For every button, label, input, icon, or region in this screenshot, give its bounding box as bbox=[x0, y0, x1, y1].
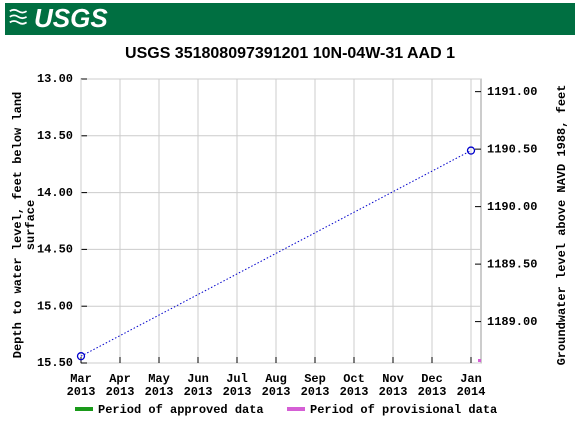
legend-label: Period of provisional data bbox=[310, 403, 497, 417]
x-tick-label: Jun bbox=[187, 372, 209, 386]
y-tick-label: 14.00 bbox=[37, 186, 73, 200]
y2-tick-label: 1190.50 bbox=[487, 142, 537, 156]
x-tick-label: 2014 bbox=[457, 385, 486, 399]
legend-label: Period of approved data bbox=[98, 403, 264, 417]
x-tick-label: 2013 bbox=[145, 385, 174, 399]
x-tick-label: Oct bbox=[343, 372, 365, 386]
x-tick-label: Jul bbox=[226, 372, 248, 386]
x-tick-label: Mar bbox=[70, 372, 92, 386]
x-tick-label: 2013 bbox=[379, 385, 408, 399]
x-tick-label: 2013 bbox=[223, 385, 252, 399]
x-tick-label: Sep bbox=[304, 372, 326, 386]
x-tick-label: Apr bbox=[109, 372, 131, 386]
header-bar bbox=[5, 3, 575, 35]
data-point bbox=[466, 146, 476, 155]
y-tick-label: 13.00 bbox=[37, 72, 73, 86]
data-point bbox=[76, 352, 86, 361]
y2-tick-label: 1189.50 bbox=[487, 257, 537, 271]
x-tick-label: 2013 bbox=[184, 385, 213, 399]
y-axis-label: Depth to water level, feet below land bbox=[11, 92, 25, 358]
x-tick-label: 2013 bbox=[301, 385, 330, 399]
logo-waves bbox=[9, 8, 28, 25]
y2-axis-label: Groundwater level above NAVD 1988, feet bbox=[555, 85, 569, 366]
chart-title: USGS 351808097391201 10N-04W-31 AAD 1 bbox=[125, 45, 455, 62]
y-tick-label: 13.50 bbox=[37, 129, 73, 143]
plot-frame bbox=[80, 78, 482, 364]
x-tick-label: Aug bbox=[265, 372, 287, 386]
x-tick-label: 2013 bbox=[340, 385, 369, 399]
x-tick-label: 2013 bbox=[418, 385, 447, 399]
y-axis-label: surface bbox=[24, 200, 38, 250]
provisional-indicator bbox=[478, 359, 481, 362]
y2-tick-label: 1191.00 bbox=[487, 85, 537, 99]
y2-tick-label: 1189.00 bbox=[487, 315, 537, 329]
logo: USGS bbox=[34, 3, 108, 33]
x-tick-label: 2013 bbox=[106, 385, 135, 399]
y2-tick-label: 1190.00 bbox=[487, 200, 537, 214]
x-tick-label: 2013 bbox=[262, 385, 291, 399]
x-tick-label: Jan bbox=[460, 372, 482, 386]
y-tick-label: 14.50 bbox=[37, 243, 73, 257]
x-tick-label: Dec bbox=[421, 372, 443, 386]
x-tick-label: May bbox=[148, 372, 170, 386]
y-tick-label: 15.50 bbox=[37, 356, 73, 370]
x-tick-label: 2013 bbox=[67, 385, 96, 399]
y-tick-label: 15.00 bbox=[37, 299, 73, 313]
x-tick-label: Nov bbox=[382, 372, 404, 386]
